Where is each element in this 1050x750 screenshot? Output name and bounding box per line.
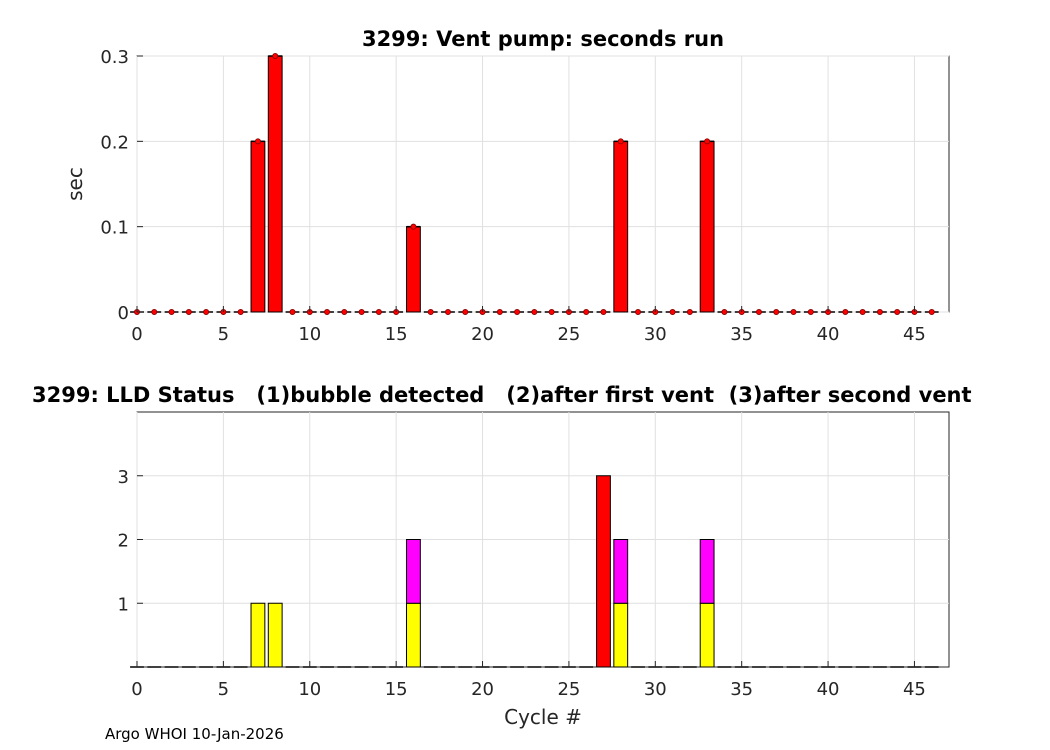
lld-status-bar-segment — [406, 602, 421, 668]
lld-status-bar-segment — [699, 539, 715, 604]
vent-pump-chart: 0 5 10 15 20 25 30 35 40 45 0 0.1 0.2 0.3 3299: Vent … — [63, 27, 950, 345]
vent-pump-point — [686, 308, 693, 315]
vent-pump-point — [704, 138, 711, 145]
lld-status-bars — [130, 475, 939, 668]
x-tick-label: 0 — [131, 324, 142, 345]
vent-pump-point — [254, 138, 261, 145]
vent-pump-point — [462, 308, 469, 315]
x-tick-label: 10 — [298, 679, 321, 700]
lld-status-bar-segment — [613, 602, 629, 668]
y-tick-label: 0.3 — [100, 47, 129, 68]
lld-status-bar-segment — [406, 539, 421, 604]
vent-pump-point — [203, 308, 210, 315]
y-tick-label: 3 — [118, 467, 129, 488]
x-tick-label: 40 — [817, 679, 840, 700]
vent-pump-point — [548, 308, 555, 315]
vent-pump-point — [617, 138, 624, 145]
x-tick-label: 45 — [903, 679, 926, 700]
x-tick-label: 20 — [471, 324, 494, 345]
lld-status-bar-segment — [267, 602, 283, 668]
x-tick-label: 45 — [903, 324, 926, 345]
vent-pump-point — [237, 308, 244, 315]
vent-pump-point — [790, 308, 797, 315]
y-tick-label: 0.2 — [100, 132, 129, 153]
vent-pump-bar — [250, 140, 266, 313]
vent-pump-point — [876, 308, 883, 315]
vent-pump-y-axis-label: sec — [63, 167, 87, 201]
vent-pump-point — [669, 308, 676, 315]
vent-pump-point — [635, 308, 642, 315]
vent-pump-point — [721, 308, 728, 315]
x-tick-label: 10 — [298, 324, 321, 345]
x-tick-label: 35 — [730, 679, 753, 700]
vent-pump-ticks: 0 5 10 15 20 25 30 35 40 45 0 0.1 0.2 0.3 — [100, 47, 926, 345]
vent-pump-point — [859, 308, 866, 315]
x-tick-label: 30 — [644, 324, 667, 345]
vent-pump-point — [755, 308, 762, 315]
vent-pump-chart-title: 3299: Vent pump: seconds run — [362, 27, 724, 51]
vent-pump-bar — [267, 55, 283, 313]
vent-pump-point — [928, 308, 935, 315]
vent-pump-bar — [406, 226, 421, 313]
x-tick-label: 25 — [557, 324, 580, 345]
vent-pump-point — [514, 308, 521, 315]
lld-status-chart-title: 3299: LLD Status (1)bubble detected (2)a… — [32, 383, 972, 407]
lld-status-x-axis-label: Cycle # — [504, 705, 582, 729]
footer-credit: Argo WHOI 10-Jan-2026 — [105, 725, 284, 743]
vent-pump-point — [427, 308, 434, 315]
vent-pump-point — [444, 308, 451, 315]
vent-pump-point — [272, 53, 279, 60]
x-tick-label: 5 — [218, 679, 229, 700]
x-tick-label: 20 — [471, 679, 494, 700]
x-tick-label: 15 — [385, 679, 408, 700]
vent-pump-point — [496, 308, 503, 315]
x-tick-label: 15 — [385, 324, 408, 345]
vent-pump-bar — [699, 140, 715, 313]
lld-status-bar-segment — [613, 539, 629, 604]
vent-pump-point — [289, 308, 296, 315]
y-tick-label: 0 — [118, 303, 129, 324]
vent-pump-point — [341, 308, 348, 315]
lld-status-bar-segment — [699, 602, 715, 668]
y-tick-label: 1 — [118, 594, 129, 615]
lld-status-bar-segment — [596, 475, 611, 668]
x-tick-label: 0 — [131, 679, 142, 700]
lld-status-chart: 0 5 10 15 20 25 30 35 40 45 1 2 3 3299: LLD Status (… — [32, 383, 972, 729]
vent-pump-point — [410, 223, 417, 230]
vent-pump-point — [600, 308, 607, 315]
x-tick-label: 40 — [817, 324, 840, 345]
vent-pump-point — [185, 308, 192, 315]
lld-status-ticks: 0 5 10 15 20 25 30 35 40 45 1 2 3 — [118, 467, 926, 700]
vent-pump-point — [324, 308, 331, 315]
vent-pump-point — [375, 308, 382, 315]
vent-pump-point — [807, 308, 814, 315]
vent-pump-point — [358, 308, 365, 315]
vent-pump-bar — [613, 140, 629, 313]
x-tick-label: 5 — [218, 324, 229, 345]
y-tick-label: 2 — [118, 531, 129, 552]
vent-pump-point — [773, 308, 780, 315]
vent-pump-point — [168, 308, 175, 315]
vent-pump-point — [583, 308, 590, 315]
x-tick-label: 30 — [644, 679, 667, 700]
vent-pump-point — [151, 308, 158, 315]
x-tick-label: 25 — [557, 679, 580, 700]
y-tick-label: 0.1 — [100, 218, 129, 239]
lld-status-bar-segment — [250, 602, 266, 668]
vent-pump-point — [531, 308, 538, 315]
vent-pump-bars — [130, 53, 939, 315]
vent-pump-point — [842, 308, 849, 315]
vent-pump-point — [894, 308, 901, 315]
x-tick-label: 35 — [730, 324, 753, 345]
